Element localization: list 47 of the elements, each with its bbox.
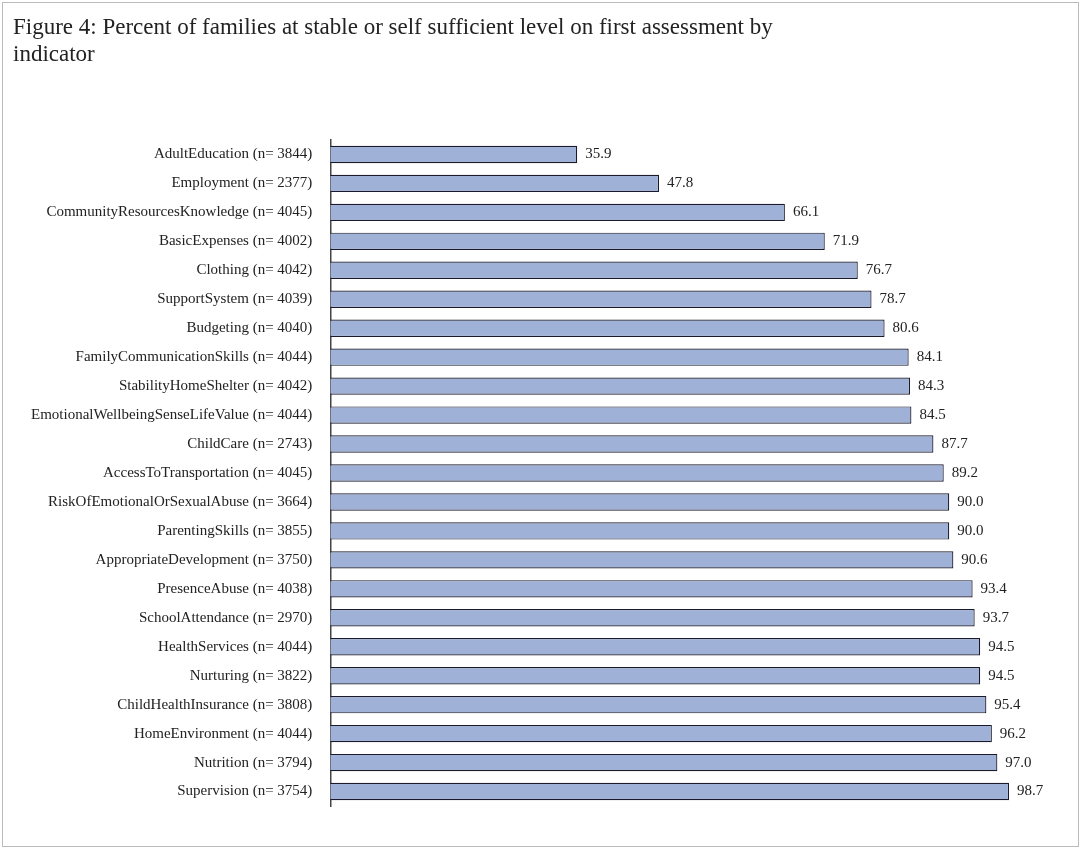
y-tick-label: HomeEnvironment (n= 4044)	[133, 724, 313, 742]
y-tick-label: Nutrition (n= 3794)	[193, 753, 313, 771]
data-label: 84.5	[919, 406, 946, 423]
data-label: 93.7	[982, 608, 1010, 625]
data-label: 90.0	[957, 521, 984, 538]
data-label: 84.3	[918, 377, 945, 394]
data-label: 84.1	[916, 348, 943, 365]
y-tick-label: EmotionalWellbeingSenseLifeValue (n= 4044)	[30, 406, 313, 424]
data-label: 97.0	[1005, 753, 1032, 770]
data-label: 87.7	[941, 434, 969, 451]
y-tick-label: AdultEducation (n= 3844)	[153, 145, 313, 163]
y-tick-label: PresenceAbuse (n= 4038)	[157, 579, 313, 597]
y-tick-label: SchoolAttendance (n= 2970)	[138, 608, 313, 626]
y-tick-label: CommunityResourcesKnowledge (n= 4045)	[46, 203, 313, 221]
data-label: 96.2	[999, 724, 1027, 741]
data-label: 66.1	[792, 203, 820, 220]
y-tick-label: AppropriateDevelopment (n= 3750)	[95, 550, 313, 568]
y-tick-label: FamilyCommunicationSkills (n= 4044)	[75, 348, 313, 366]
data-label: 76.7	[865, 261, 893, 278]
y-tick-label: BasicExpenses (n= 4002)	[158, 232, 313, 250]
data-label: 71.9	[832, 232, 860, 249]
y-tick-label: ParentingSkills (n= 3855)	[157, 521, 313, 539]
y-tick-label: AccessToTransportation (n= 4045)	[103, 463, 313, 481]
y-tick-label: Clothing (n= 4042)	[196, 261, 313, 279]
data-label: 94.5	[988, 637, 1015, 654]
data-label: 94.5	[988, 666, 1015, 683]
chart-title: Figure 4: Percent of families at stable or self sufficient level on first assessment by indicator	[13, 13, 774, 67]
data-label: 47.8	[667, 174, 694, 191]
y-tick-label: SupportSystem (n= 4039)	[157, 290, 313, 308]
y-tick-label: Nurturing (n= 3822)	[189, 666, 313, 684]
data-label: 35.9	[585, 145, 612, 162]
y-tick-label: ChildCare (n= 2743)	[187, 434, 313, 452]
y-tick-label: HealthServices (n= 4044)	[158, 637, 313, 655]
data-label: 98.7	[1017, 782, 1044, 799]
y-tick-label: Supervision (n= 3754)	[177, 782, 313, 800]
data-label: 90.0	[957, 492, 984, 509]
data-label: 93.4	[980, 579, 1008, 596]
y-tick-label: ChildHealthInsurance (n= 3808)	[117, 695, 313, 713]
data-label: 89.2	[951, 463, 978, 480]
data-label: 90.6	[961, 550, 989, 567]
data-label: 78.7	[879, 290, 907, 307]
data-label: 80.6	[892, 319, 920, 336]
y-tick-label: RiskOfEmotionalOrSexualAbuse (n= 3664)	[48, 492, 313, 510]
y-tick-label: Employment (n= 2377)	[171, 174, 313, 192]
y-tick-label: Budgeting (n= 4040)	[186, 319, 313, 337]
data-label: 95.4	[994, 695, 1022, 712]
y-tick-label: StabilityHomeShelter (n= 4042)	[118, 377, 313, 395]
